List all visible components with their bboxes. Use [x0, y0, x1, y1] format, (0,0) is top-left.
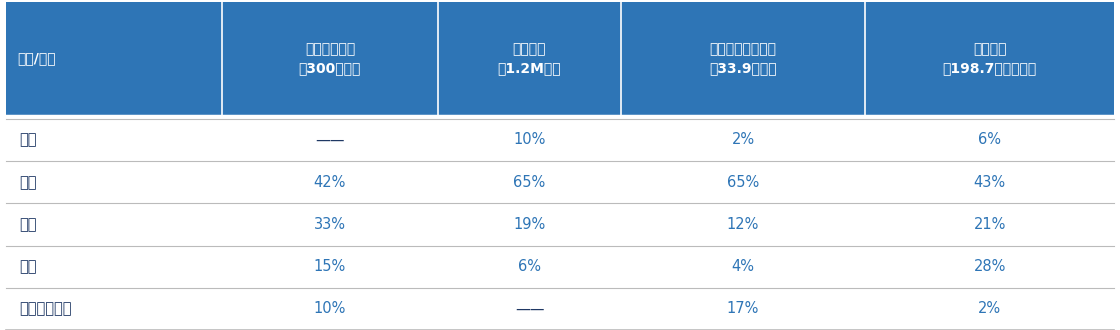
Text: 阴极体的制造
（300万吨）: 阴极体的制造 （300万吨）	[299, 42, 361, 75]
Text: 日本: 日本	[19, 217, 37, 232]
Text: 电解质溶液制造厂
（33.9万吨）: 电解质溶液制造厂 （33.9万吨）	[709, 42, 777, 75]
Text: 28%: 28%	[973, 259, 1006, 274]
Text: 6%: 6%	[519, 259, 541, 274]
Text: 19%: 19%	[513, 217, 545, 232]
Text: 33%: 33%	[314, 217, 346, 232]
Text: 4%: 4%	[731, 259, 755, 274]
Text: 国家/地区: 国家/地区	[17, 51, 55, 66]
Text: 17%: 17%	[727, 301, 759, 316]
Text: 65%: 65%	[513, 175, 545, 190]
Text: 韩国: 韩国	[19, 259, 37, 274]
Text: 隔膜制造
（198.7亿平方米）: 隔膜制造 （198.7亿平方米）	[943, 42, 1037, 75]
Text: 美国: 美国	[19, 132, 37, 148]
Text: 21%: 21%	[973, 217, 1006, 232]
Text: 42%: 42%	[314, 175, 346, 190]
Text: 15%: 15%	[314, 259, 346, 274]
Text: ——: ——	[515, 301, 544, 316]
Bar	[6, 2, 1114, 116]
Text: 43%: 43%	[973, 175, 1006, 190]
Text: 65%: 65%	[727, 175, 759, 190]
Text: 阳极制造
（1.2M吨）: 阳极制造 （1.2M吨）	[497, 42, 561, 75]
Text: 2%: 2%	[731, 132, 755, 148]
Text: 中国: 中国	[19, 175, 37, 190]
Text: 12%: 12%	[727, 217, 759, 232]
Text: 2%: 2%	[978, 301, 1001, 316]
Text: 世界其他地区: 世界其他地区	[19, 301, 72, 316]
Text: 10%: 10%	[513, 132, 545, 148]
Text: 6%: 6%	[978, 132, 1001, 148]
Text: ——: ——	[315, 132, 345, 148]
Text: 10%: 10%	[314, 301, 346, 316]
